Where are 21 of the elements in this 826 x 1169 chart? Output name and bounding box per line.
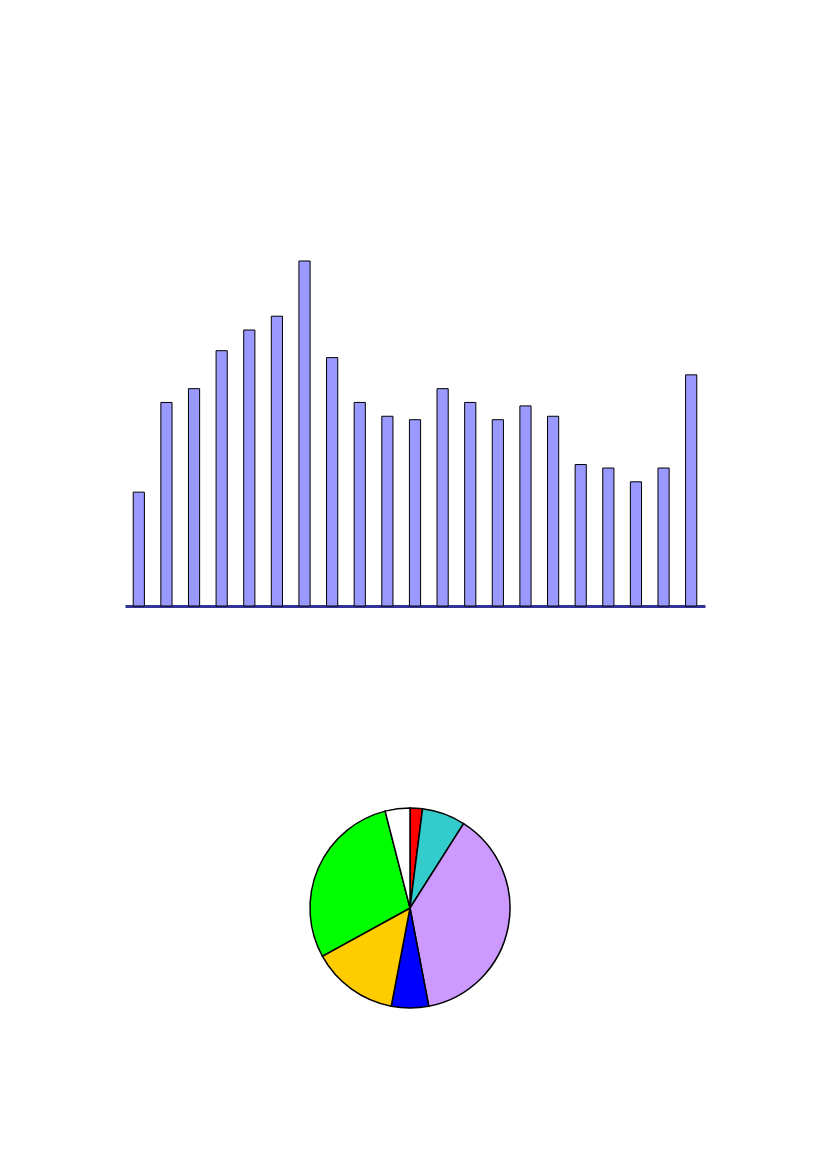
bar <box>381 415 394 607</box>
bar <box>629 481 643 607</box>
bar <box>270 315 283 607</box>
bar <box>132 491 145 607</box>
bar <box>574 464 587 607</box>
bar <box>657 467 670 607</box>
bar <box>436 388 449 607</box>
bar <box>519 405 532 607</box>
bar <box>491 419 504 607</box>
bar <box>243 329 256 607</box>
bar <box>685 374 698 607</box>
bar <box>298 260 311 607</box>
bar <box>547 415 560 607</box>
bar <box>408 419 422 607</box>
bar <box>464 401 477 607</box>
bar <box>160 401 173 607</box>
bar <box>353 401 366 607</box>
bar <box>326 357 339 607</box>
bar <box>602 467 615 607</box>
bar <box>187 388 201 607</box>
bar <box>215 350 228 607</box>
